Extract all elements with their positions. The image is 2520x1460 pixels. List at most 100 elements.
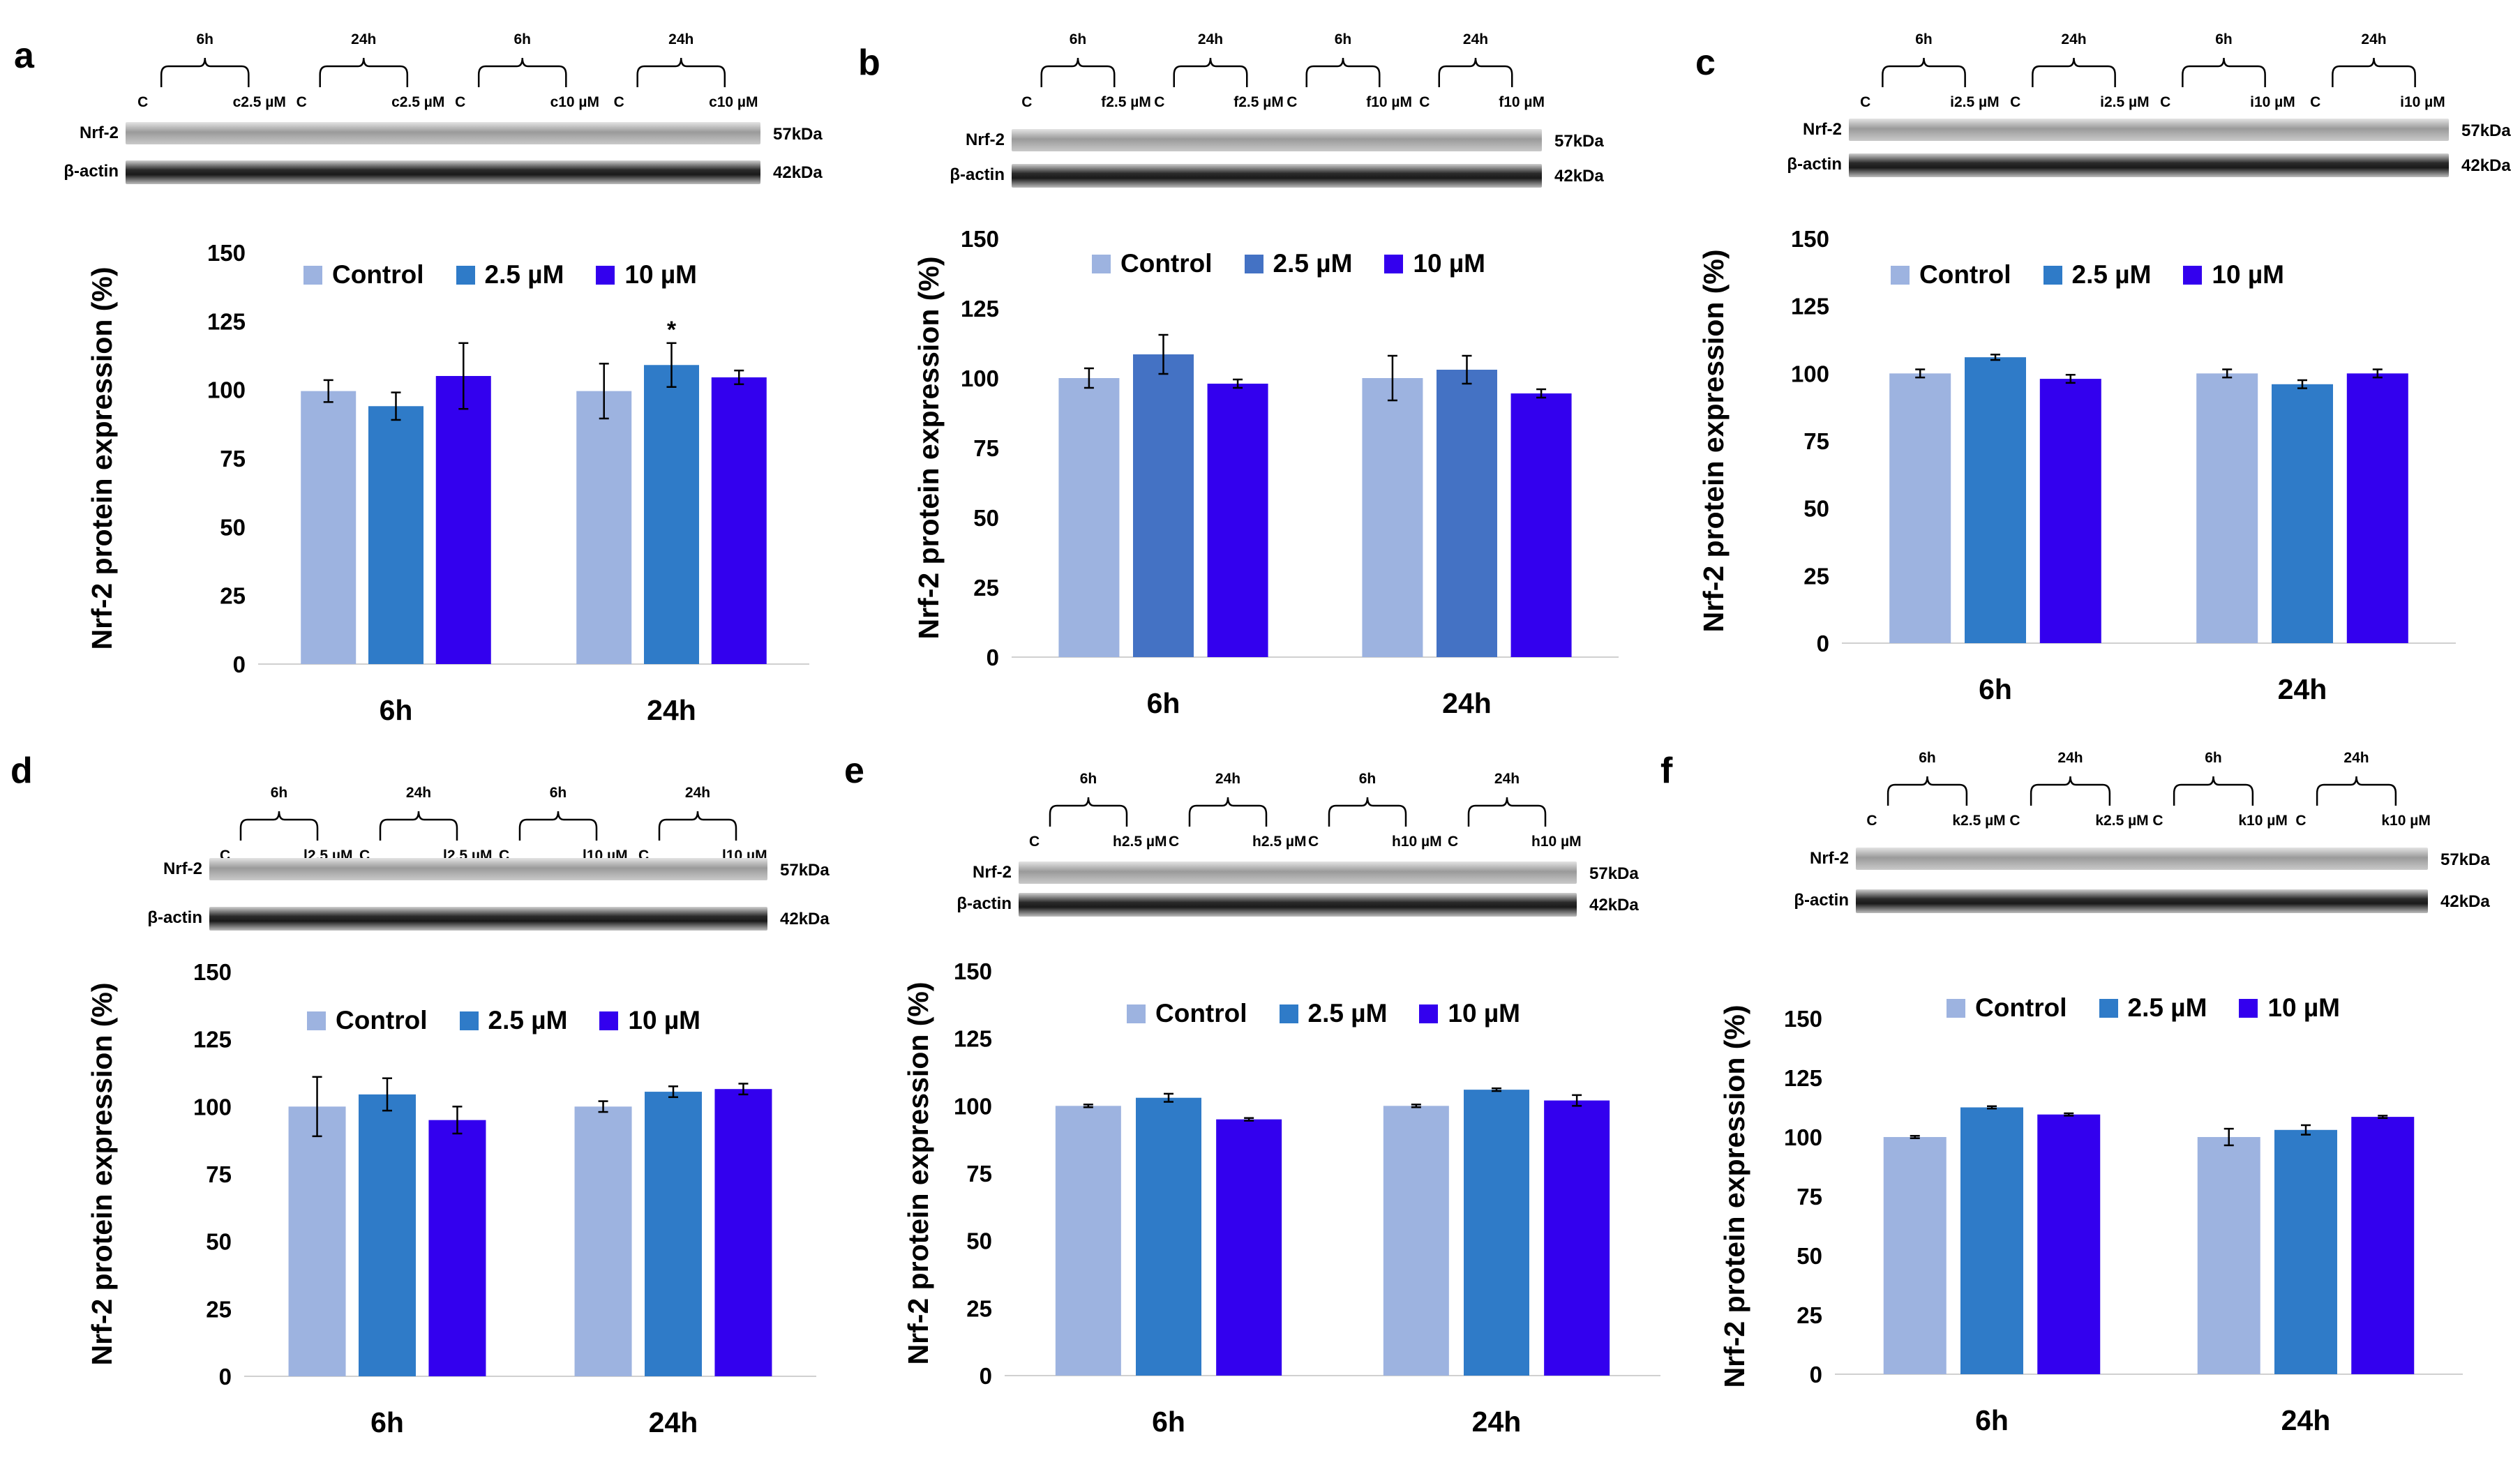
time-label: 6h <box>1915 31 1933 47</box>
bar <box>1960 1107 2023 1374</box>
lane-label: C <box>2009 813 2020 829</box>
lane-label: k10 µM <box>2238 813 2288 829</box>
time-bracket <box>1173 57 1248 87</box>
lane-label: h2.5 µM <box>1252 834 1307 850</box>
time-bracket <box>2030 776 2111 806</box>
legend-item: 10 µM <box>2239 993 2340 1023</box>
y-tick-label: 75 <box>1797 1184 1822 1210</box>
time-label: 6h <box>2215 31 2233 47</box>
y-tick-label: 25 <box>966 1295 992 1321</box>
chart-legend: Control 2.5 µM 10 µM <box>307 1006 700 1035</box>
lane-label: C <box>1029 834 1040 850</box>
lane-label: C <box>2310 94 2321 110</box>
nrf2-band-strip <box>1849 119 2449 141</box>
legend-swatch <box>2043 265 2062 285</box>
y-tick-label: 0 <box>980 1363 992 1389</box>
time-bracket <box>1467 797 1547 827</box>
y-axis-label: Nrf-2 protein expression (%) <box>902 981 934 1364</box>
x-category-label: 6h <box>380 694 413 726</box>
y-tick-label: 100 <box>1791 361 1829 386</box>
legend-swatch <box>1947 998 1965 1018</box>
bar <box>1965 357 2026 643</box>
bar <box>1133 354 1194 657</box>
y-axis-label: Nrf-2 protein expression (%) <box>86 982 118 1365</box>
y-tick-label: 125 <box>1784 1065 1822 1091</box>
legend-label: 2.5 µM <box>2071 260 2152 289</box>
x-category-label: 24h <box>1442 687 1492 719</box>
lane-label: i10 µM <box>2400 94 2445 110</box>
y-tick-label: 75 <box>966 1161 992 1187</box>
legend-label: 2.5 µM <box>2127 993 2207 1022</box>
time-label: 6h <box>1079 771 1097 787</box>
bar <box>2196 373 2258 643</box>
time-label: 6h <box>513 31 532 47</box>
kda-label: 42kDa <box>2440 892 2490 911</box>
legend-item: Control <box>307 1006 428 1035</box>
legend-label: Control <box>332 260 424 289</box>
y-tick-label: 100 <box>954 1093 992 1119</box>
time-bracket <box>1188 797 1268 827</box>
band-label: β-actin <box>63 162 119 181</box>
time-bracket <box>1882 57 1966 87</box>
legend-label: 10 µM <box>2212 260 2284 289</box>
lane-label: C <box>1154 94 1165 110</box>
time-label: 6h <box>549 785 567 801</box>
y-tick-label: 100 <box>207 377 246 403</box>
legend-item: 10 µM <box>596 260 697 289</box>
legend-item: 2.5 µM <box>456 260 564 289</box>
y-tick-label: 0 <box>987 645 999 670</box>
lane-label: C <box>2010 94 2021 110</box>
bar <box>368 406 423 664</box>
time-bracket <box>160 57 250 87</box>
band-label: β-actin <box>950 165 1005 184</box>
lane-label: C <box>613 94 624 110</box>
bar <box>2039 379 2101 643</box>
kda-label: 57kDa <box>780 861 830 880</box>
time-label: 6h <box>1334 31 1352 47</box>
legend-label: Control <box>1155 999 1247 1028</box>
nrf2-band-strip <box>209 858 767 880</box>
legend-label: Control <box>1975 993 2067 1022</box>
time-label: 24h <box>1494 771 1520 787</box>
time-label: 24h <box>2061 31 2087 47</box>
bar <box>1216 1119 1282 1376</box>
lane-label: h10 µM <box>1392 834 1442 850</box>
nrf2-band-strip <box>1856 848 2428 870</box>
legend-swatch <box>2239 998 2258 1018</box>
legend-swatch <box>1127 1004 1146 1023</box>
y-axis-label: Nrf-2 protein expression (%) <box>1697 249 1730 632</box>
panel-letter: d <box>10 751 33 791</box>
time-bracket <box>658 811 737 841</box>
time-label: 6h <box>1069 31 1087 47</box>
bar <box>2037 1114 2101 1374</box>
band-label: Nrf-2 <box>1802 120 1842 139</box>
legend-item: 10 µM <box>2183 260 2284 289</box>
y-tick-label: 50 <box>973 505 999 531</box>
y-tick-label: 0 <box>219 1364 232 1390</box>
chart-legend: Control 2.5 µM 10 µM <box>1092 249 1485 278</box>
legend-label: 10 µM <box>628 1006 700 1034</box>
time-label: 24h <box>405 785 432 801</box>
panel-letter: a <box>14 36 34 76</box>
band-label: β-actin <box>1787 155 1842 174</box>
time-label: 6h <box>270 785 288 801</box>
legend-swatch <box>307 1011 326 1030</box>
lane-label: C <box>1866 813 1877 829</box>
y-tick-label: 50 <box>206 1229 232 1255</box>
time-label: 24h <box>2057 750 2083 766</box>
chart-legend: Control 2.5 µM 10 µM <box>1891 260 2284 289</box>
y-tick-label: 75 <box>973 435 999 461</box>
significance-mark: * <box>667 317 677 343</box>
legend-swatch <box>1244 254 1263 273</box>
x-category-label: 6h <box>1152 1406 1185 1438</box>
y-tick-label: 150 <box>954 958 992 984</box>
actin-band-strip <box>1012 164 1542 188</box>
band-label: Nrf-2 <box>972 863 1012 882</box>
time-label: 6h <box>196 31 214 47</box>
chart-legend: Control 2.5 µM 10 µM <box>1127 999 1520 1028</box>
lane-label: C <box>1448 834 1459 850</box>
kda-label: 57kDa <box>2461 121 2511 140</box>
y-tick-label: 150 <box>1791 226 1829 252</box>
legend-label: Control <box>1919 260 2011 289</box>
legend-label: 2.5 µM <box>1273 249 1353 278</box>
